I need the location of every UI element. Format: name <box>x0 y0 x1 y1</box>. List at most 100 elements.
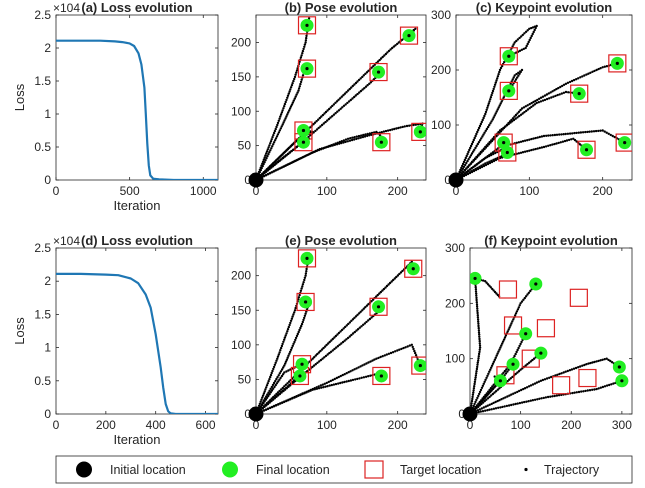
trajectory-point <box>549 134 552 137</box>
trajectory-point <box>385 353 388 356</box>
trajectory-point <box>321 113 325 117</box>
trajectory-point <box>595 68 598 72</box>
trajectory-point <box>612 382 615 385</box>
trajectory-point <box>533 28 536 32</box>
trajectory-point <box>335 100 339 103</box>
trajectory-point <box>495 292 498 295</box>
trajectory-point <box>288 323 291 327</box>
target-marker <box>615 133 632 152</box>
trajectory-point <box>531 358 534 362</box>
trajectory-point <box>489 122 492 125</box>
trajectory-point <box>568 369 572 372</box>
trajectory-point <box>529 399 532 402</box>
trajectory-point <box>301 74 305 77</box>
trajectory-point <box>359 310 362 313</box>
trajectory-point <box>312 150 315 154</box>
trajectory-point <box>329 106 332 109</box>
final-marker-dot <box>376 70 381 74</box>
trajectory-point <box>597 129 600 133</box>
trajectory-point <box>472 138 475 142</box>
trajectory-point <box>264 403 267 406</box>
trajectory-point <box>477 320 480 323</box>
trajectory-point <box>500 100 503 103</box>
trajectory-point <box>492 158 495 161</box>
trajectory-point <box>471 397 474 401</box>
trajectory-point <box>315 128 319 131</box>
trajectory-point <box>474 157 477 161</box>
trajectory-point <box>477 326 480 330</box>
trajectory-point <box>524 46 527 50</box>
trajectory-point <box>490 93 493 97</box>
trajectory-point <box>494 390 498 393</box>
x-tick-label: 200 <box>388 418 408 432</box>
trajectory-point <box>562 91 566 95</box>
trajectory-point <box>280 368 284 371</box>
trajectory-point <box>393 277 396 280</box>
trajectory-point <box>304 41 307 44</box>
plot-area-a <box>56 39 218 180</box>
trajectory-point <box>469 162 473 165</box>
trajectory-point <box>580 390 583 393</box>
final-marker-dot <box>305 67 309 71</box>
trajectory-point <box>553 133 557 137</box>
trajectory-point <box>271 165 275 168</box>
trajectory-point <box>388 281 392 285</box>
trajectory-point <box>466 159 469 163</box>
trajectory-point <box>389 128 392 132</box>
trajectory-point <box>532 104 535 107</box>
trajectory-point <box>286 94 290 97</box>
trajectory-point <box>278 372 281 375</box>
trajectory-point <box>566 132 570 135</box>
trajectory-point <box>342 141 345 144</box>
trajectory-point <box>562 133 565 136</box>
trajectory-point <box>266 382 269 385</box>
trajectory-point <box>345 338 348 341</box>
trajectory-point <box>493 386 496 389</box>
trajectory-point <box>283 155 287 158</box>
trajectory-point <box>518 72 521 76</box>
trajectory-point <box>270 138 273 141</box>
trajectory-point <box>574 366 578 370</box>
trajectory-point <box>360 134 363 137</box>
trajectory-point <box>412 123 415 127</box>
trajectory-point <box>460 169 463 172</box>
trajectory-point <box>495 110 498 113</box>
trajectory-point <box>303 314 307 317</box>
trajectory-point <box>490 402 493 406</box>
trajectory-point <box>290 149 293 153</box>
trajectory-point <box>482 163 485 166</box>
trajectory-point <box>302 318 305 322</box>
trajectory-point <box>541 95 545 98</box>
trajectory-point <box>497 406 500 409</box>
trajectory-point <box>530 137 533 141</box>
trajectory-point <box>494 112 497 115</box>
trajectory-point <box>525 109 528 113</box>
trajectory-point <box>570 138 573 141</box>
trajectory-point <box>297 298 300 301</box>
trajectory-point <box>556 373 559 376</box>
trajectory-point <box>503 336 507 339</box>
trajectory-point <box>483 114 486 118</box>
trajectory-point <box>276 121 280 125</box>
trajectory-point <box>355 137 358 141</box>
trajectory-point <box>477 402 481 406</box>
target-marker <box>372 133 391 152</box>
trajectory-point <box>571 132 574 135</box>
x-tick-label: 200 <box>96 418 116 432</box>
trajectory-point <box>547 144 550 147</box>
trajectory-point <box>342 139 346 142</box>
trajectory-point <box>484 280 487 283</box>
trajectory-point <box>498 387 501 390</box>
trajectory-point <box>487 392 490 396</box>
y-tick-label: 0 <box>244 173 251 187</box>
trajectory-point <box>277 374 280 377</box>
trajectory-point <box>484 129 487 132</box>
trajectory-point <box>582 390 585 393</box>
trajectory-point <box>586 389 589 392</box>
trajectory-point <box>292 79 295 83</box>
panel-d: 0 200 400 600 0 0.5 1 1.5 2 2.5 (d) Loss evolution… <box>12 233 219 447</box>
trajectory-point <box>303 391 306 394</box>
trajectory-point <box>475 301 478 304</box>
trajectory-point <box>350 138 354 142</box>
trajectory-point <box>570 79 574 83</box>
